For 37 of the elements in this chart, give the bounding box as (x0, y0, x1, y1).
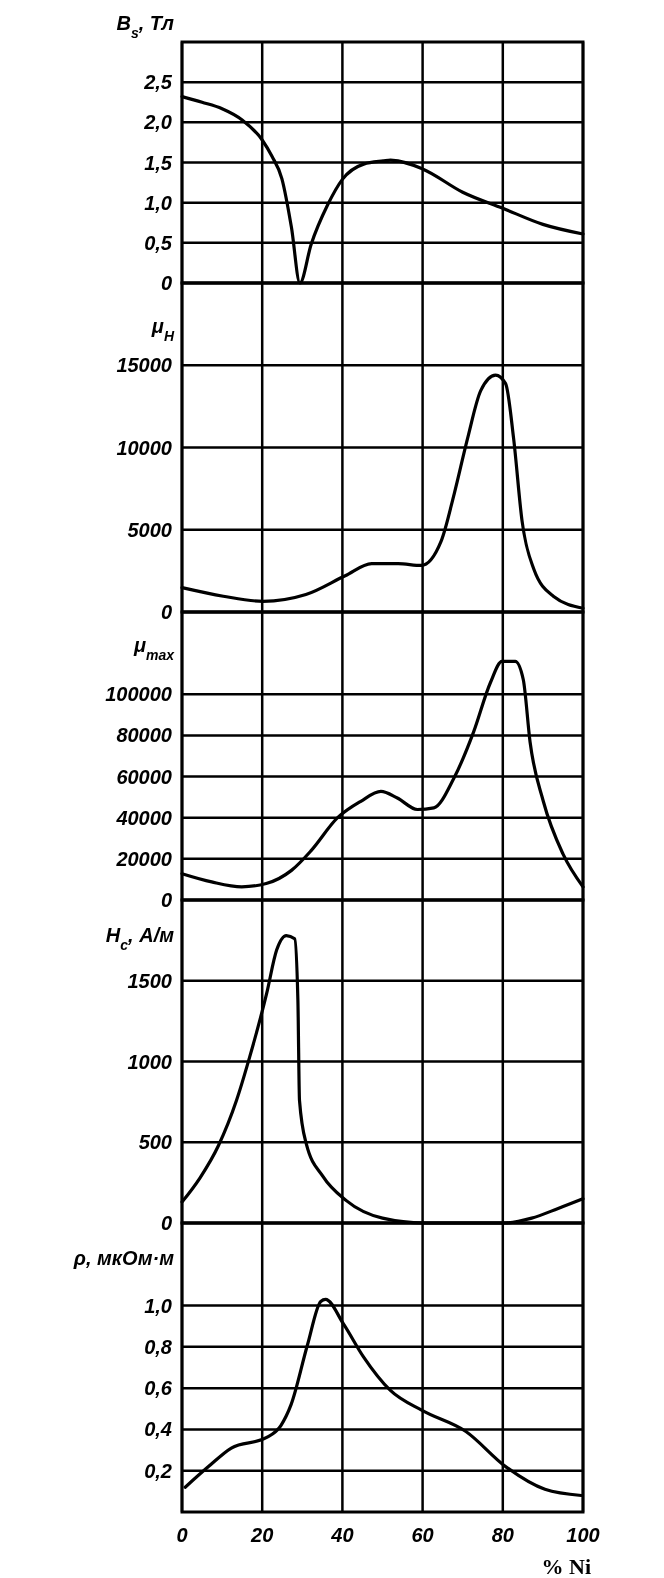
y-tick-label: 15000 (116, 354, 172, 377)
y-tick-label: 100000 (105, 683, 172, 706)
y-tick-label: 0,2 (144, 1459, 172, 1482)
x-tick-label: 0 (176, 1524, 188, 1546)
y-tick-label: 2,0 (143, 111, 172, 134)
y-tick-label: 1,0 (144, 191, 172, 214)
y-tick-label: 10000 (116, 436, 172, 459)
y-tick-label: 1500 (127, 969, 172, 992)
y-tick-label: 0,8 (144, 1335, 173, 1358)
y-axis-title: B$_{s}$, Тл (116, 12, 175, 41)
x-tick-label: 40 (330, 1524, 354, 1546)
y-tick-label: 0 (160, 601, 172, 623)
x-tick-label: 80 (491, 1524, 514, 1546)
x-axis-title: % Ni (541, 1554, 591, 1578)
y-tick-label: 20000 (115, 847, 172, 870)
y-axis-title: μ$_{max}$ (132, 634, 176, 663)
y-tick-label: 0 (160, 1212, 172, 1234)
y-tick-label: 0,6 (144, 1377, 173, 1400)
y-tick-label: 40000 (115, 806, 172, 829)
x-tick-label: 60 (411, 1524, 434, 1546)
y-tick-label: 1,5 (144, 151, 173, 174)
x-tick-label: 100 (566, 1524, 600, 1546)
y-axis-title: ρ, мкОм·м (72, 1247, 175, 1269)
y-tick-label: 1000 (127, 1050, 172, 1073)
y-tick-label: 1,0 (144, 1294, 172, 1317)
y-tick-label: 80000 (116, 724, 172, 747)
y-tick-label: 60000 (116, 765, 172, 788)
y-tick-label: 0 (160, 272, 172, 294)
y-tick-label: 0,5 (144, 231, 173, 254)
y-tick-label: 5000 (127, 518, 172, 541)
y-tick-label: 500 (138, 1131, 172, 1154)
x-tick-label: 20 (250, 1524, 274, 1546)
y-tick-label: 0,4 (144, 1418, 172, 1441)
y-axis-title: H$_{c}$, А/м (105, 924, 175, 953)
y-axis-title: μ$_{H}$ (150, 315, 175, 344)
y-tick-label: 2,5 (143, 71, 173, 94)
y-tick-label: 0 (160, 889, 172, 911)
